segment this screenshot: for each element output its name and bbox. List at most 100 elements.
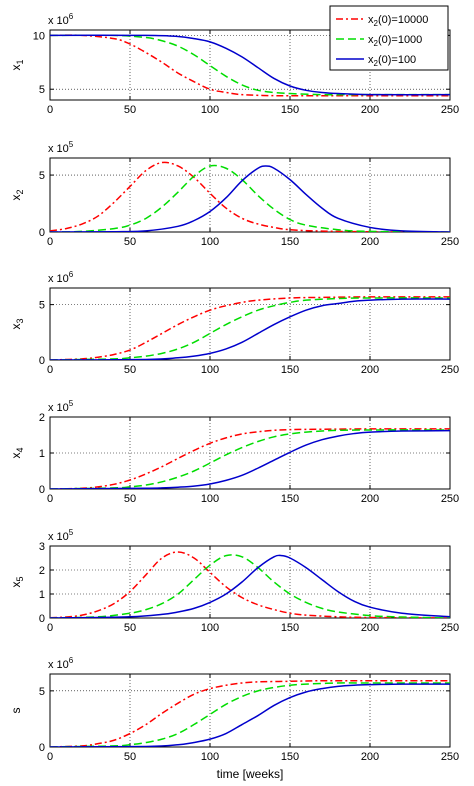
series-line-x2-3 [50, 165, 450, 232]
x-tick-label: 250 [441, 236, 459, 248]
legend-entry-label: x2(0)=100 [368, 54, 416, 68]
exponent-label: x 106 [48, 270, 74, 285]
x-tick-label: 100 [201, 622, 219, 634]
series-line-x3-2 [50, 297, 450, 360]
panel-s: 0 50 100 150 200 250 0 5 x 106 s [9, 656, 459, 763]
x-tick-label: 200 [361, 622, 379, 634]
y-axis-label: x4 [9, 447, 25, 458]
y-tick-label: 2 [39, 565, 45, 577]
exponent-label: x 106 [48, 656, 74, 671]
y-axis-label-sub: 5 [15, 576, 25, 581]
x-tick-label: 150 [281, 622, 299, 634]
panel-x3: 0 50 100 150 200 250 0 5 x 106 x3 [9, 270, 459, 376]
exponent-power: 5 [69, 399, 74, 408]
series-line-x5-3 [50, 554, 450, 618]
x-tick-label: 250 [441, 493, 459, 505]
y-tick-label: 0 [39, 484, 45, 496]
series-line-x5-2 [50, 554, 450, 618]
y-tick-label: 10 [33, 30, 45, 42]
x-tick-label: 100 [201, 751, 219, 763]
x-tick-label: 0 [47, 236, 53, 248]
y-tick-label: 0 [39, 613, 45, 625]
x-tick-label: 200 [361, 493, 379, 505]
x-tick-label: 150 [281, 236, 299, 248]
x-tick-label: 0 [47, 622, 53, 634]
x-tick-label: 100 [201, 364, 219, 376]
x-tick-label: 150 [281, 104, 299, 116]
x-tick-label: 150 [281, 493, 299, 505]
exponent-power: 6 [69, 656, 74, 665]
y-axis-label-base: x [9, 324, 23, 330]
series-line-x3-1 [50, 296, 450, 360]
y-axis-label-base: s [9, 708, 23, 714]
exponent-power: 5 [69, 140, 74, 149]
series-line-x4-3 [50, 429, 450, 489]
series-line-x4-1 [50, 428, 450, 489]
series-line-x1-2 [50, 34, 450, 96]
y-tick-label: 0 [39, 355, 45, 367]
series-line-x3-3 [50, 298, 450, 360]
series-line-x1-3 [50, 34, 450, 96]
legend-entry-label: x2(0)=1000 [368, 34, 422, 48]
legend: x2(0)=10000 x2(0)=1000 x2(0)=100 [329, 5, 449, 71]
y-axis-label: x5 [9, 576, 25, 587]
series-line-s-3 [50, 683, 450, 747]
y-axis-label-base: x [9, 582, 23, 588]
x-tick-label: 250 [441, 104, 459, 116]
y-axis-label: x1 [9, 59, 25, 70]
x-tick-label: 150 [281, 364, 299, 376]
y-axis-label-sub: 2 [15, 189, 25, 194]
exponent-power: 5 [69, 528, 74, 537]
y-tick-label: 0 [39, 742, 45, 754]
x-tick-label: 150 [281, 751, 299, 763]
exponent-label: x 105 [48, 399, 74, 414]
series-line-x2-2 [50, 164, 450, 232]
y-axis-label-base: x [9, 65, 23, 71]
x-tick-label: 200 [361, 751, 379, 763]
x-tick-label: 100 [201, 104, 219, 116]
exponent-power: 6 [69, 270, 74, 279]
x-tick-label: 200 [361, 104, 379, 116]
exponent-label: x 105 [48, 140, 74, 155]
y-axis-label-sub: 4 [15, 447, 25, 452]
y-tick-label: 2 [39, 412, 45, 424]
axes-box [49, 545, 451, 619]
y-axis-label: s [9, 708, 23, 714]
legend-entry-label: x2(0)=10000 [368, 14, 428, 28]
exponent-power: 6 [69, 12, 74, 21]
y-axis-label-base: x [9, 453, 23, 459]
y-axis-label-sub: 1 [15, 59, 25, 64]
y-axis-label: x2 [9, 189, 25, 200]
x-tick-label: 250 [441, 622, 459, 634]
y-tick-label: 1 [39, 448, 45, 460]
x-tick-label: 50 [124, 104, 136, 116]
panel-x4: 0 50 100 150 200 250 0 1 2x 105 x4 [9, 399, 459, 505]
exponent-label: x 105 [48, 528, 74, 543]
series-line-s-2 [50, 682, 450, 747]
series-line-x2-1 [50, 161, 450, 232]
x-tick-label: 0 [47, 493, 53, 505]
x-tick-label: 50 [124, 622, 136, 634]
series-line-x1-1 [50, 34, 450, 97]
x-tick-label: 50 [124, 236, 136, 248]
y-tick-label: 5 [39, 84, 45, 96]
x-tick-label: 100 [201, 493, 219, 505]
y-tick-label: 0 [39, 227, 45, 239]
x-tick-label: 250 [441, 364, 459, 376]
exponent-label: x 106 [48, 12, 74, 27]
x-tick-label: 200 [361, 236, 379, 248]
series-line-s-1 [50, 679, 450, 747]
y-tick-label: 3 [39, 541, 45, 553]
y-tick-label: 5 [39, 300, 45, 312]
y-axis-label: x3 [9, 318, 25, 329]
axes-box [49, 157, 451, 233]
x-axis-label: time [weeks] [217, 767, 284, 781]
y-tick-label: 5 [39, 170, 45, 182]
x-tick-label: 0 [47, 104, 53, 116]
x-tick-label: 50 [124, 751, 136, 763]
y-tick-label: 5 [39, 686, 45, 698]
y-tick-label: 1 [39, 589, 45, 601]
